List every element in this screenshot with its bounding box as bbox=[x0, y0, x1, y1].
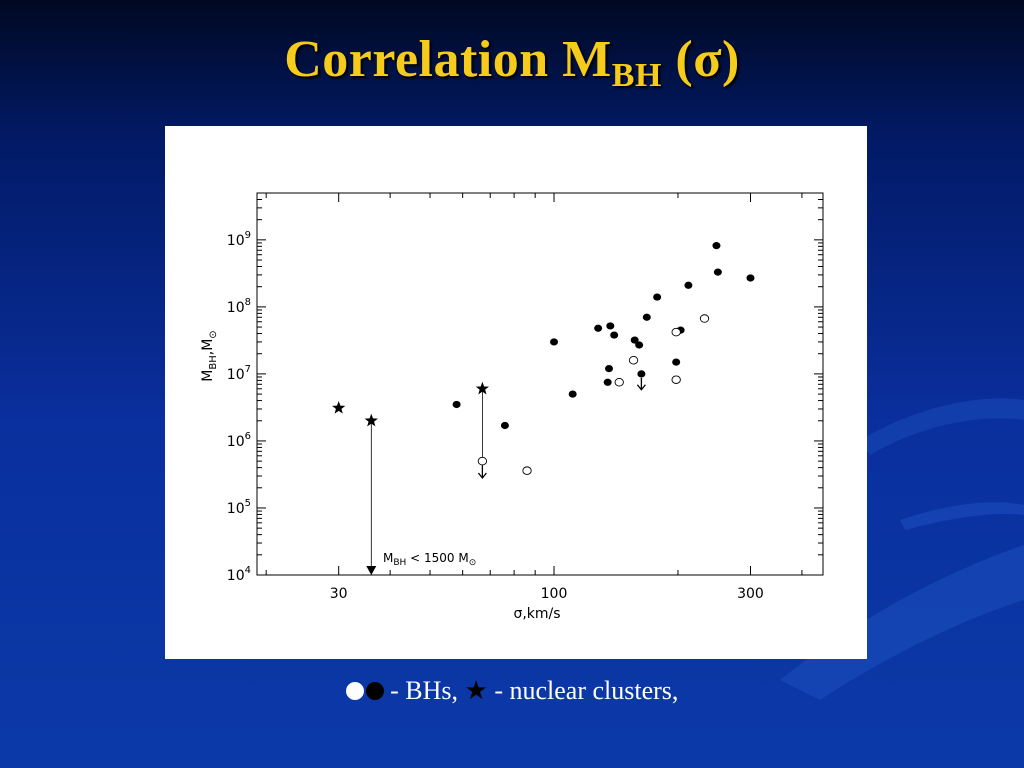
y-tick-label: 109 bbox=[227, 230, 251, 249]
svg-text:MBH,M⊙: MBH,M⊙ bbox=[200, 330, 219, 381]
open-circle-point bbox=[477, 456, 488, 466]
y-axis-label-sep: ,M bbox=[200, 339, 216, 356]
slide-title-subscript: BH bbox=[611, 57, 662, 94]
slide-title: Correlation MBH (σ) bbox=[0, 30, 1024, 95]
filled-circle-point bbox=[500, 421, 509, 430]
filled-circle-point bbox=[610, 331, 619, 339]
slide-title-tail: (σ) bbox=[661, 31, 740, 88]
y-tick-label: 106 bbox=[227, 431, 251, 450]
upper-limit-arrow-head bbox=[636, 384, 646, 391]
slide-title-main: Correlation M bbox=[284, 31, 612, 88]
star-point bbox=[475, 381, 490, 395]
y-axis-label-sub: BH bbox=[208, 355, 219, 369]
chart-marks bbox=[332, 242, 755, 475]
plot-frame bbox=[256, 192, 824, 576]
filled-circle-point bbox=[452, 400, 461, 409]
chart-upper-limits bbox=[366, 377, 646, 575]
legend-caption: - BHs, ★ - nuclear clusters, bbox=[0, 676, 1024, 706]
annotation-main: M bbox=[383, 551, 393, 565]
open-circle-point bbox=[699, 314, 710, 323]
y-axis-label: MBH,M⊙ bbox=[200, 330, 219, 381]
star-icon: ★ bbox=[464, 676, 488, 705]
annotation-sub: BH bbox=[393, 558, 406, 568]
x-tick-label: 30 bbox=[330, 586, 348, 602]
y-tick-label: 104 bbox=[227, 565, 251, 584]
caption-bh-text: - BHs, bbox=[383, 676, 465, 705]
filled-circle-point bbox=[635, 341, 644, 349]
chart-ticks: 30 100 300 104 105 106 107 108 109 bbox=[227, 192, 823, 602]
filled-circle-point bbox=[746, 274, 755, 282]
annotation-mid: < 1500 M bbox=[406, 551, 468, 565]
open-circle-point bbox=[628, 355, 639, 365]
filled-circle-point bbox=[642, 313, 651, 321]
chart-axes bbox=[256, 192, 824, 576]
annotation-sun: ⊙ bbox=[469, 558, 477, 568]
open-circle-point bbox=[522, 466, 532, 475]
y-tick-label: 105 bbox=[227, 498, 251, 517]
filled-circle-point bbox=[603, 378, 612, 386]
filled-circle-point bbox=[630, 336, 639, 344]
filled-circle-point bbox=[713, 268, 722, 276]
filled-circle-point bbox=[672, 358, 681, 366]
filled-circle-point bbox=[653, 293, 662, 301]
filled-circle-point bbox=[604, 365, 613, 373]
y-axis-label-main: M bbox=[200, 370, 216, 382]
x-axis-label: σ,km/s bbox=[513, 606, 560, 622]
filled-circle-point bbox=[550, 338, 559, 346]
y-axis-label-sun: ⊙ bbox=[208, 330, 219, 338]
upper-limit-arrow-head bbox=[477, 472, 487, 480]
star-point bbox=[364, 413, 378, 427]
star-point bbox=[332, 401, 346, 414]
filled-circle-point bbox=[606, 322, 615, 330]
upper-limit-arrowhead bbox=[366, 566, 377, 575]
caption-clusters-text: - nuclear clusters, bbox=[487, 676, 679, 705]
filled-circle-point bbox=[594, 324, 603, 332]
open-circle-point bbox=[614, 378, 624, 387]
filled-circle-point bbox=[637, 370, 646, 378]
open-circle-point bbox=[671, 327, 681, 337]
open-circle-icon bbox=[345, 682, 364, 701]
x-tick-label: 100 bbox=[541, 586, 568, 602]
chart-figure: 30 100 300 104 105 106 107 108 109 σ,km/s MBH,M⊙… bbox=[165, 126, 867, 659]
filled-circle-point bbox=[712, 242, 721, 250]
filled-circle-point bbox=[684, 281, 693, 289]
open-circle-point bbox=[671, 375, 681, 384]
filled-circle-point bbox=[568, 390, 577, 398]
filled-circle-icon bbox=[365, 682, 384, 701]
y-tick-label: 107 bbox=[227, 364, 251, 383]
y-tick-label: 108 bbox=[227, 297, 251, 316]
chart-annotation: MBH < 1500 M⊙ bbox=[383, 551, 476, 568]
x-tick-label: 300 bbox=[737, 586, 764, 602]
